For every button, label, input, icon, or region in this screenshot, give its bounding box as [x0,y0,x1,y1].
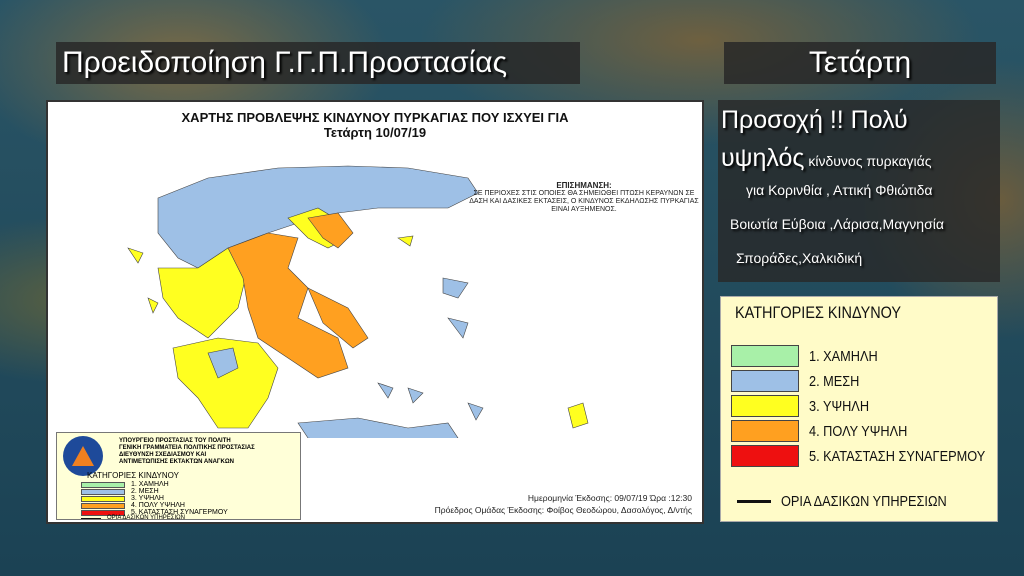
civil-protection-emblem [63,436,103,476]
region-islands-high [127,235,414,314]
issue-info: Ημερομηνία Έκδοσης: 09/07/19 Ώρα :12:30 … [435,492,692,516]
region-euboea-veryhigh [307,287,369,349]
region-west-high [157,247,249,339]
legend-small-item: 5. ΚΑΤΑΣΤΑΣΗ ΣΥΝΑΓΕΡΜΟΥ [81,509,228,516]
legend-item: 2. ΜΕΣΗ [731,370,868,392]
notice-text: ΣΕ ΠΕΡΙΟΧΕΣ ΣΤΙΣ ΟΠΟΙΕΣ ΘΑ ΣΗΜΕΙΩΘΕΙ ΠΤΩ… [469,190,699,213]
org-line: ΔΙΕΥΘΥΝΣΗ ΣΧΕΔΙΑΣΜΟΥ ΚΑΙ [119,452,207,458]
org-name: ΥΠΟΥΡΓΕΙΟ ΠΡΟΣΤΑΣΙΑΣ ΤΟΥ ΠΟΛΙΤΗ ΓΕΝΙΚΗ Γ… [119,438,255,466]
legend-small-item: 2. ΜΕΣΗ [81,488,159,495]
legend-title: ΚΑΤΗΓΟΡΙΕΣ ΚΙΝΔΥΝΟΥ [735,303,902,322]
org-line: ΓΕΝΙΚΗ ΓΡΑΜΜΑΤΕΙΑ ΠΟΛΙΤΙΚΗΣ ΠΡΟΣΤΑΣΙΑΣ [119,445,255,451]
region-peloponnese-medium [207,347,239,379]
legend-small-item: 1. ΧΑΜΗΛΗ [81,481,169,488]
map-title: ΧΑΡΤΗΣ ΠΡΟΒΛΕΨΗΣ ΚΙΝΔΥΝΟΥ ΠΥΡΚΑΓΙΑΣ ΠΟΥ … [48,110,702,140]
map-title-line2: Τετάρτη 10/07/19 [323,125,427,140]
region-crete-medium [297,417,459,438]
warning-line: Σποράδες,Χαλκιδική [736,250,863,266]
legend-item: 5. ΚΑΤΑΣΤΑΣΗ ΣΥΝΑΓΕΡΜΟΥ [731,445,1016,467]
org-line: ΑΝΤΙΜΕΤΩΠΙΣΗΣ ΕΚΤΑΚΤΩΝ ΑΝΑΓΚΩΝ [119,459,235,465]
legend-boundary: ΟΡΙΑ ΔΑΣΙΚΩΝ ΥΠΗΡΕΣΙΩΝ [737,493,976,510]
warning-line: για Κορινθία , Αττική Φθιώτιδα [746,182,933,198]
warning-line: Προσοχή !! Πολύ [721,106,908,134]
header-day: Τετάρτη [724,42,996,84]
issue-date: Ημερομηνία Έκδοσης: 09/07/19 Ώρα :12:30 [527,493,692,503]
warning-line: υψηλός κίνδυνος πυρκαγιάς [721,144,932,172]
region-thessaly-veryhigh [227,232,349,379]
greece-map [127,165,589,438]
lightning-notice: ΕΠΙΣΗΜΑΝΣΗ: ΣΕ ΠΕΡΙΟΧΕΣ ΣΤΙΣ ΟΠΟΙΕΣ ΘΑ Σ… [464,182,704,214]
legend-item: 1. ΧΑΜΗΛΗ [731,345,890,367]
issued-by: Πρόεδρος Ομάδας Έκδοσης: Φοίβος Θεοδώρου… [434,505,692,515]
region-rhodes-high [567,402,589,429]
region-peloponnese-high [172,337,279,429]
notice-title: ΕΠΙΣΗΜΑΝΣΗ: [556,181,612,190]
legend-small-title: ΚΑΤΗΓΟΡΙΕΣ ΚΙΝΔΥΝΟΥ [87,471,179,480]
legend-item: 3. ΥΨΗΛΗ [731,395,880,417]
risk-legend: ΚΑΤΗΓΟΡΙΕΣ ΚΙΝΔΥΝΟΥ 1. ΧΑΜΗΛΗ 2. ΜΕΣΗ 3.… [720,296,998,522]
org-line: ΥΠΟΥΡΓΕΙΟ ΠΡΟΣΤΑΣΙΑΣ ΤΟΥ ΠΟΛΙΤΗ [119,438,231,444]
legend-item: 4. ΠΟΛΥ ΥΨΗΛΗ [731,420,925,442]
warning-panel: Προσοχή !! Πολύ υψηλός κίνδυνος πυρκαγιά… [718,100,1000,282]
legend-small-item: 3. ΥΨΗΛΗ [81,495,164,502]
legend-small-boundary: ΟΡΙΑ ΔΑΣΙΚΩΝ ΥΠΗΡΕΣΙΩΝ [81,515,185,521]
legend-small-item: 4. ΠΟΛΥ ΥΨΗΛΗ [81,502,185,509]
fire-risk-map: ΧΑΡΤΗΣ ΠΡΟΒΛΕΨΗΣ ΚΙΝΔΥΝΟΥ ΠΥΡΚΑΓΙΑΣ ΠΟΥ … [46,100,704,524]
header-title: Προειδοποίηση Γ.Γ.Π.Προστασίας [56,42,580,84]
map-legend: ΥΠΟΥΡΓΕΙΟ ΠΡΟΣΤΑΣΙΑΣ ΤΟΥ ΠΟΛΙΤΗ ΓΕΝΙΚΗ Γ… [56,432,301,521]
region-islands-medium [377,277,484,421]
region-chalkidiki-veryhigh [307,212,354,249]
warning-line: Βοιωτία Εύβοια ,Λάρισα,Μαγνησία [730,216,944,232]
map-title-line1: ΧΑΡΤΗΣ ΠΡΟΒΛΕΨΗΣ ΚΙΝΔΥΝΟΥ ΠΥΡΚΑΓΙΑΣ ΠΟΥ … [181,110,569,125]
